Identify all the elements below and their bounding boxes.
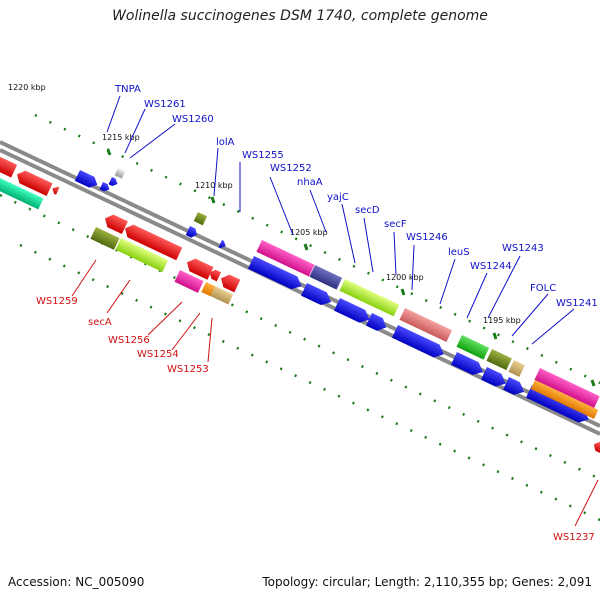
cds-block[interactable]: [399, 308, 453, 342]
major-ticks: [106, 149, 596, 387]
cds-block[interactable]: [256, 240, 315, 277]
cds-arrow[interactable]: [451, 352, 486, 378]
scale-label-1195: 1195 kbp: [483, 316, 521, 325]
cds-block[interactable]: [530, 380, 599, 419]
cds-block[interactable]: [114, 168, 126, 179]
map-title: Wolinella succinogenes DSM 1740, complet…: [112, 8, 488, 24]
cds-block[interactable]: [115, 238, 169, 272]
gene-label-tnpa[interactable]: TNPA: [114, 84, 141, 95]
gene-label-ws1237[interactable]: WS1237: [553, 532, 595, 543]
gene-label-ws1255[interactable]: WS1255: [242, 150, 284, 161]
gene-label-yajc[interactable]: yajC: [327, 192, 349, 203]
gene-label-ws1260[interactable]: WS1260: [172, 114, 214, 125]
gene-label-ws1254[interactable]: WS1254: [137, 349, 179, 360]
gene-label-ws1261[interactable]: WS1261: [144, 99, 186, 110]
gene-label-leus[interactable]: leuS: [448, 247, 470, 258]
gene-label-ws1259[interactable]: WS1259: [36, 296, 78, 307]
cds-arrow[interactable]: [102, 212, 128, 235]
forward-cds-track: [74, 168, 600, 426]
cds-arrow[interactable]: [218, 240, 228, 250]
gene-label-folc[interactable]: FOLC: [530, 283, 556, 294]
cds-arrow[interactable]: [592, 440, 600, 454]
topology-text: Topology: circular; Length: 2,110,355 bp…: [262, 575, 592, 589]
cds-arrow[interactable]: [99, 182, 112, 193]
cds-block[interactable]: [309, 265, 343, 290]
cds-block[interactable]: [174, 270, 204, 293]
gene-label-ws1252[interactable]: WS1252: [270, 163, 312, 174]
reverse-leader-lines: [71, 259, 599, 527]
cds-arrow[interactable]: [14, 168, 53, 197]
cds-arrow[interactable]: [208, 268, 222, 282]
cds-arrow[interactable]: [185, 226, 199, 239]
gene-label-ws1256[interactable]: WS1256: [108, 335, 150, 346]
cds-arrow[interactable]: [334, 298, 373, 326]
cds-block[interactable]: [456, 335, 490, 360]
gene-label-secd[interactable]: secD: [355, 205, 380, 216]
reverse-gene-labels: WS1259 secA WS1256 WS1254 WS1253 WS1237: [36, 296, 595, 543]
cds-arrow[interactable]: [301, 283, 334, 308]
cds-arrow[interactable]: [481, 367, 509, 390]
cds-block[interactable]: [210, 286, 234, 305]
cds-block[interactable]: [339, 279, 400, 317]
scale-label-1210: 1210 kbp: [195, 181, 233, 190]
forward-leader-lines: [106, 95, 575, 345]
cds-arrow[interactable]: [392, 325, 447, 361]
gene-label-ws1244[interactable]: WS1244: [470, 261, 512, 272]
cds-block[interactable]: [508, 360, 525, 377]
scale-labels: 1220 kbp 1215 kbp 1210 kbp 1205 kbp 1200…: [8, 83, 521, 325]
scale-label-1205: 1205 kbp: [290, 228, 328, 237]
cds-block[interactable]: [201, 282, 216, 297]
cds-arrow[interactable]: [108, 177, 120, 188]
gene-label-seca[interactable]: secA: [88, 317, 112, 328]
cds-arrow[interactable]: [122, 222, 183, 261]
gene-label-ws1246[interactable]: WS1246: [406, 232, 448, 243]
cds-block[interactable]: [193, 212, 208, 226]
gene-label-ws1243[interactable]: WS1243: [502, 243, 544, 254]
cds-arrow[interactable]: [0, 152, 18, 178]
cds-arrow[interactable]: [218, 272, 241, 293]
forward-gene-labels: TNPA WS1261 WS1260 lolA WS1255 WS1252 nh…: [114, 84, 598, 309]
gene-label-lola[interactable]: lolA: [216, 137, 235, 148]
cds-block[interactable]: [90, 227, 120, 250]
gene-label-ws1253[interactable]: WS1253: [167, 364, 209, 375]
cds-block[interactable]: [486, 349, 512, 371]
scale-label-1200: 1200 kbp: [386, 273, 424, 282]
accession-text: Accession: NC_005090: [8, 575, 145, 589]
cds-block[interactable]: [0, 178, 44, 210]
cds-block[interactable]: [534, 368, 600, 408]
scale-label-1215: 1215 kbp: [102, 133, 140, 142]
cds-arrow[interactable]: [184, 256, 214, 280]
cds-arrow[interactable]: [248, 256, 305, 293]
cds-arrow[interactable]: [74, 170, 100, 190]
cds-arrow[interactable]: [503, 377, 527, 398]
gene-label-nhaa[interactable]: nhaA: [297, 177, 323, 188]
cds-arrow[interactable]: [526, 385, 592, 426]
cds-arrow[interactable]: [51, 185, 60, 195]
tick-ring: [0, 113, 600, 522]
cds-arrow[interactable]: [366, 313, 389, 334]
reverse-cds-track: [0, 152, 600, 454]
gene-label-secf[interactable]: secF: [384, 219, 407, 230]
scale-label-1220: 1220 kbp: [8, 83, 46, 92]
gene-label-ws1241[interactable]: WS1241: [556, 298, 598, 309]
